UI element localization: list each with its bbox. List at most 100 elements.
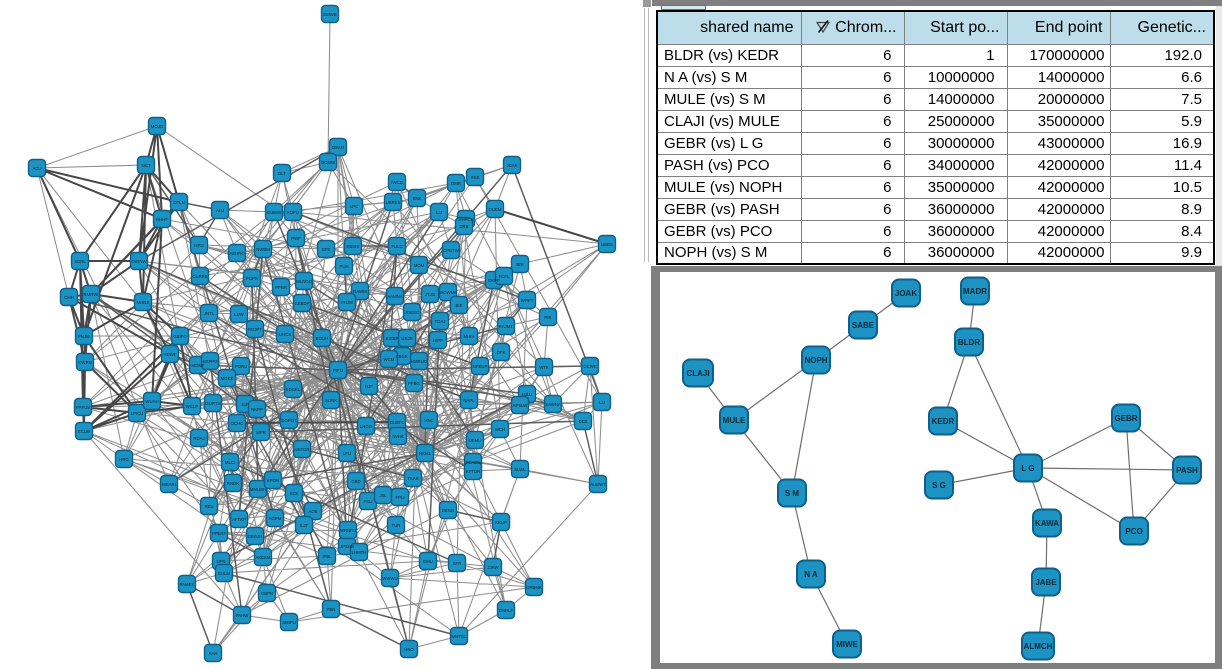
svg-text:WCM: WCM [384, 357, 395, 362]
svg-text:FPFUS: FPFUS [76, 405, 90, 410]
svg-text:RDAJ: RDAJ [193, 436, 204, 441]
svg-text:ILJT: ILJT [300, 523, 309, 528]
svg-text:DMR: DMR [451, 181, 461, 186]
svg-text:UEMU: UEMU [469, 438, 482, 443]
svg-text:RKB: RKB [471, 175, 480, 180]
svg-text:OBPN: OBPN [261, 591, 273, 596]
svg-text:MOMF: MOMF [191, 363, 205, 368]
svg-text:BOUH: BOUH [316, 336, 328, 341]
svg-text:IWHK: IWHK [392, 434, 403, 439]
svg-text:JTJG: JTJG [425, 292, 436, 297]
svg-text:WPPT: WPPT [521, 298, 534, 303]
svg-text:S M: S M [785, 489, 800, 498]
svg-text:AKEKM: AKEKM [255, 555, 270, 560]
svg-text:PCACN: PCACN [465, 460, 480, 465]
svg-text:PAHW: PAHW [236, 613, 250, 618]
svg-text:SDRL: SDRL [74, 259, 86, 264]
svg-text:BNK: BNK [413, 196, 422, 201]
svg-text:DRB: DRB [459, 224, 468, 229]
svg-text:EMU: EMU [423, 559, 433, 564]
svg-text:OCHC: OCHC [231, 421, 244, 426]
svg-text:JIIL: JIIL [380, 493, 388, 498]
svg-text:ALMCH: ALMCH [1024, 642, 1053, 651]
svg-text:JOAK: JOAK [895, 289, 917, 298]
svg-text:UBRES: UBRES [386, 200, 401, 205]
svg-text:EDGKL: EDGKL [286, 387, 301, 392]
svg-text:CPDTW: CPDTW [443, 248, 460, 253]
svg-text:WCLP: WCLP [186, 404, 199, 409]
svg-text:AOS: AOS [308, 509, 317, 514]
svg-text:LFU: LFU [343, 451, 351, 456]
svg-text:UPN: UPN [216, 559, 225, 564]
svg-text:GSIFO: GSIFO [173, 334, 187, 339]
svg-text:NWBM: NWBM [256, 247, 270, 252]
svg-text:MOM: MOM [414, 263, 425, 268]
svg-text:HNC: HNC [424, 418, 433, 423]
svg-text:UKFGR: UKFGR [294, 447, 309, 452]
svg-text:OCMW: OCMW [321, 160, 336, 165]
svg-text:HMRUO: HMRUO [411, 359, 428, 364]
svg-text:AFTKP: AFTKP [232, 517, 246, 522]
svg-text:OFK: OFK [497, 350, 506, 355]
svg-text:JNTL: JNTL [204, 311, 215, 316]
svg-text:HNO: HNO [404, 647, 414, 652]
svg-text:WUAH: WUAH [145, 399, 158, 404]
svg-text:IPBL: IPBL [322, 554, 332, 559]
svg-text:MMLWH: MMLWH [250, 487, 266, 492]
svg-text:ACU: ACU [32, 166, 41, 171]
svg-text:MOJG: MOJG [151, 124, 164, 129]
svg-text:WTK: WTK [539, 365, 549, 370]
svg-text:SICT: SICT [141, 163, 151, 168]
svg-text:AUBWT: AUBWT [590, 482, 606, 487]
svg-text:WLNGO: WLNGO [296, 279, 313, 284]
svg-text:SFR: SFR [453, 561, 462, 566]
svg-text:HPIJ: HPIJ [194, 243, 203, 248]
svg-text:DENO: DENO [442, 508, 455, 513]
svg-text:UBBS: UBBS [601, 242, 613, 247]
svg-text:S G: S G [932, 481, 946, 490]
svg-text:LIJ: LIJ [599, 400, 605, 405]
svg-text:HHPCK: HHPCK [458, 217, 473, 222]
svg-text:ORBMK: ORBMK [526, 585, 542, 590]
svg-text:KPON: KPON [267, 478, 279, 483]
svg-text:EHLM: EHLM [218, 571, 230, 576]
svg-text:PPERF: PPERF [212, 531, 227, 536]
svg-text:LPC: LPC [350, 204, 358, 209]
svg-text:WWWU: WWWU [382, 576, 397, 581]
svg-text:UHCS: UHCS [279, 332, 291, 337]
svg-text:USJR: USJR [401, 336, 412, 341]
svg-text:PBN: PBN [327, 607, 336, 612]
svg-text:POPN: POPN [246, 276, 258, 281]
svg-text:GEBR: GEBR [1114, 414, 1137, 423]
svg-text:JJKW: JJKW [487, 565, 499, 570]
svg-text:MPR: MPR [256, 430, 266, 435]
svg-text:MHIH: MHIH [464, 334, 475, 339]
svg-text:PFBG: PFBG [408, 381, 420, 386]
svg-text:LIJ: LIJ [436, 210, 442, 215]
svg-text:SLINK: SLINK [325, 398, 338, 403]
svg-text:GFE: GFE [322, 247, 331, 252]
svg-text:NOPH: NOPH [804, 356, 827, 365]
svg-text:FBGK: FBGK [396, 354, 408, 359]
svg-text:MLCI: MLCI [225, 460, 235, 465]
svg-text:DOPOT: DOPOT [281, 418, 297, 423]
svg-text:IWCD: IWCD [391, 180, 402, 185]
svg-text:RNDK: RNDK [227, 481, 239, 486]
svg-text:JPSHB: JPSHB [340, 544, 354, 549]
svg-text:AGPM: AGPM [269, 516, 282, 521]
svg-text:KKUP: KKUP [495, 520, 507, 525]
svg-text:GEBDP: GEBDP [294, 301, 309, 306]
svg-text:JABE: JABE [1035, 578, 1057, 587]
svg-text:REU: REU [204, 504, 213, 509]
svg-text:AEHRC: AEHRC [229, 251, 244, 256]
svg-text:KRPPO: KRPPO [202, 359, 218, 364]
svg-text:MIWE: MIWE [836, 640, 858, 649]
svg-text:PHJW: PHJW [341, 300, 354, 305]
svg-text:ROJPT: ROJPT [248, 327, 262, 332]
svg-text:TKAK: TKAK [407, 476, 418, 481]
svg-text:AHA: AHA [209, 651, 218, 656]
svg-text:TUR: TUR [392, 523, 401, 528]
svg-text:OTLN: OTLN [173, 200, 184, 205]
svg-text:MHBJI: MHBJI [137, 300, 150, 305]
svg-text:PNJW: PNJW [78, 334, 91, 339]
